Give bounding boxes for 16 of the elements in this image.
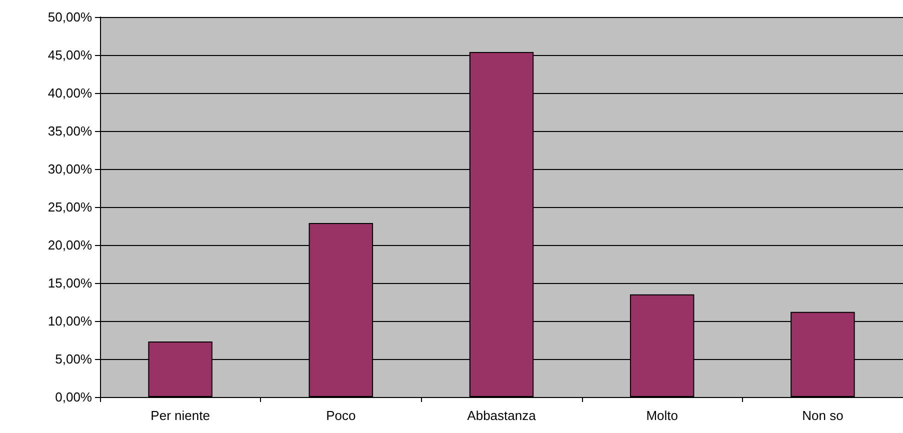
x-tick-label: Abbastanza	[467, 408, 537, 423]
x-tick-label: Molto	[646, 408, 678, 423]
y-tick-label: 15,00%	[48, 276, 92, 290]
y-tick-label: 30,00%	[48, 162, 92, 176]
y-tick-label: 10,00%	[48, 314, 92, 328]
y-tick-label: 50,00%	[48, 10, 92, 24]
y-tick-label: 20,00%	[48, 238, 92, 252]
x-tick-label: Per niente	[150, 408, 210, 423]
y-tick-label: 35,00%	[48, 124, 92, 138]
y-tick-label: 25,00%	[48, 200, 92, 214]
x-tick-label: Poco	[326, 408, 356, 423]
y-tick-label: 0,00%	[55, 390, 92, 404]
y-tick-label: 40,00%	[48, 86, 92, 100]
x-tick-label: Non so	[802, 408, 844, 423]
y-tick-label: 5,00%	[55, 352, 92, 366]
y-tick-label: 45,00%	[48, 48, 92, 62]
